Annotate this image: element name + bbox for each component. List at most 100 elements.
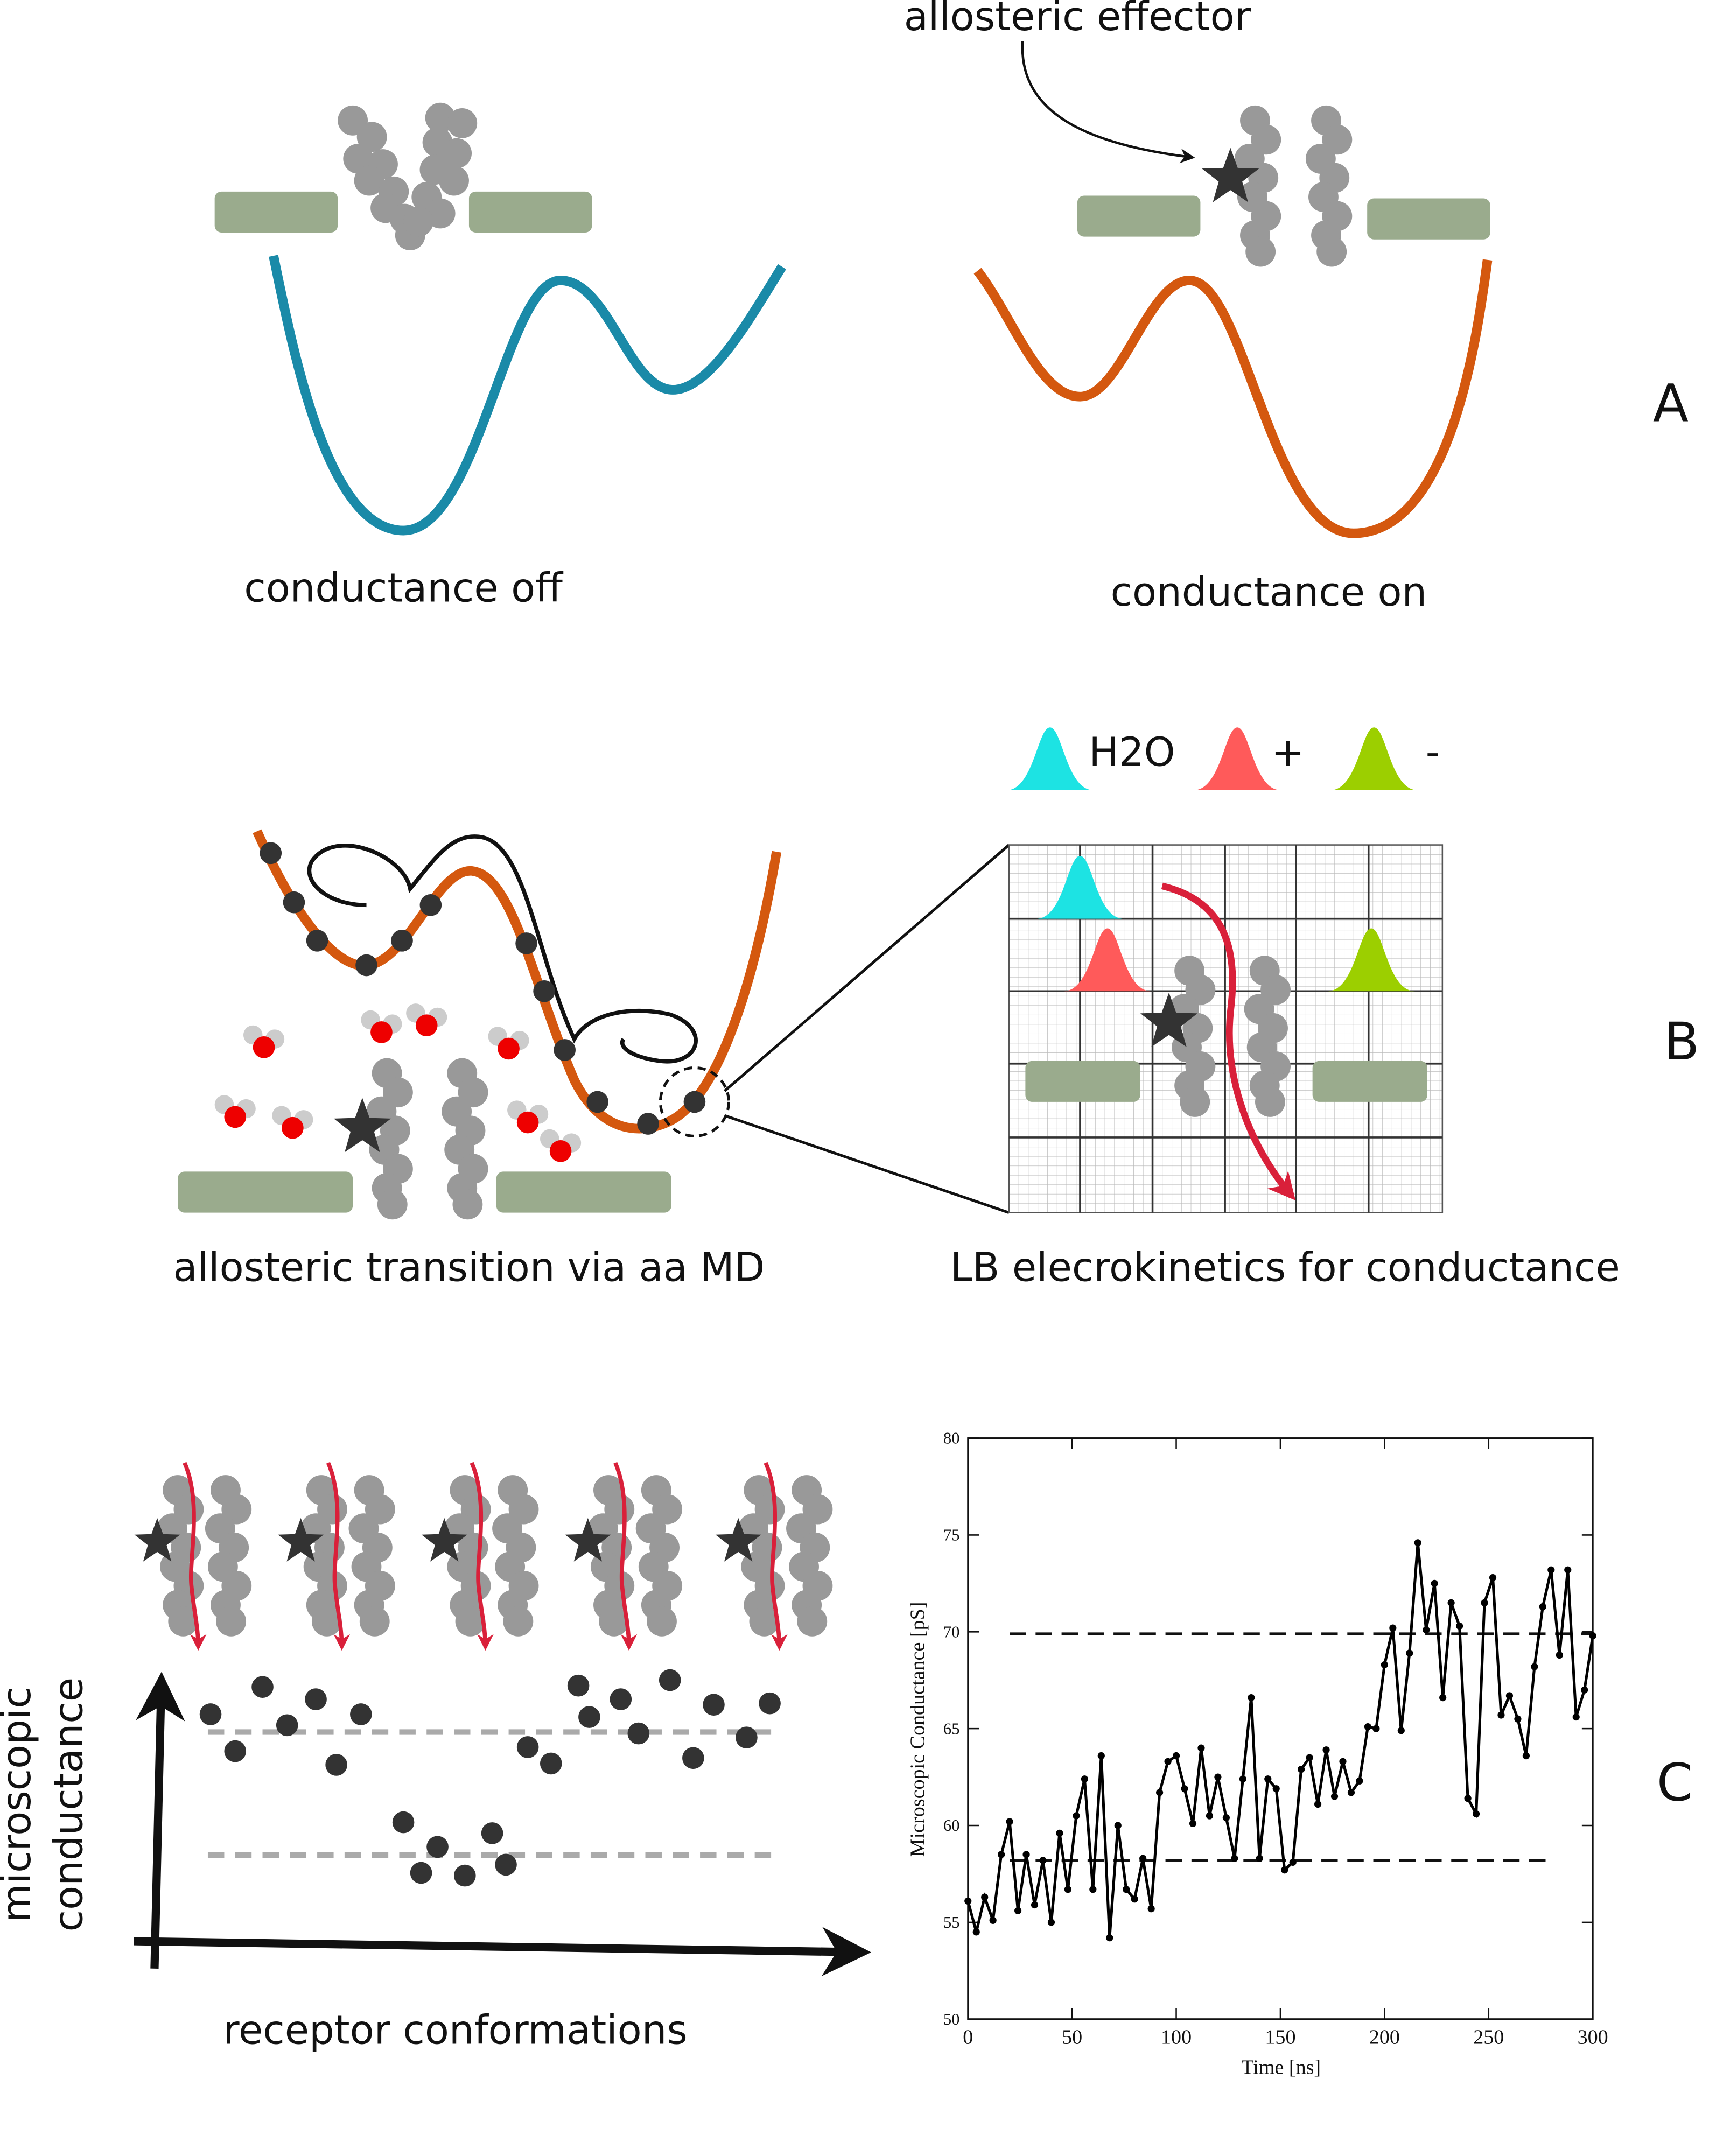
protein-helix xyxy=(205,1475,252,1637)
conformation-points xyxy=(199,1669,781,1887)
point xyxy=(1147,1905,1155,1913)
point xyxy=(1172,1752,1180,1760)
point xyxy=(1131,1895,1138,1903)
x-tick-label: 150 xyxy=(1265,2026,1295,2048)
point xyxy=(1306,1754,1313,1761)
ion-flow xyxy=(613,1462,638,1651)
membrane xyxy=(214,191,338,233)
point xyxy=(1356,1777,1363,1785)
point xyxy=(1522,1752,1530,1760)
point xyxy=(1164,1758,1172,1765)
point xyxy=(1330,1793,1339,1800)
protein-closed xyxy=(338,102,478,251)
membrane xyxy=(1367,198,1490,240)
effector-label: allosteric effector xyxy=(904,0,1251,40)
point xyxy=(1181,1785,1188,1793)
point xyxy=(1239,1775,1246,1783)
point xyxy=(1006,1818,1013,1825)
point xyxy=(1564,1566,1572,1574)
x-axis-label: Time [ns] xyxy=(1241,2056,1321,2078)
point xyxy=(1556,1651,1563,1659)
legend-item: H2O xyxy=(1089,729,1175,775)
point xyxy=(1281,1866,1288,1874)
protein-helix xyxy=(786,1475,833,1637)
protein-helix xyxy=(1305,105,1353,267)
y-tick-label: 80 xyxy=(943,1429,959,1448)
point xyxy=(1231,1855,1238,1862)
panel-label: A xyxy=(1653,373,1689,433)
legend-swatch xyxy=(1330,727,1418,790)
caption-lb: LB elecrokinetics for conductance xyxy=(950,1245,1620,1291)
point xyxy=(1489,1574,1497,1582)
x-tick-label: 200 xyxy=(1369,2026,1400,2048)
y-tick-label: 70 xyxy=(943,1623,959,1641)
plot-frame xyxy=(967,1437,1594,2020)
panel-label: C xyxy=(1657,1752,1693,1813)
ion-flow xyxy=(470,1462,494,1651)
protein-helix xyxy=(348,1475,395,1637)
caption-off: conductance off xyxy=(244,566,564,612)
point xyxy=(1214,1773,1222,1781)
x-tick-label: 100 xyxy=(1161,2026,1192,2048)
point xyxy=(1472,1810,1480,1818)
point xyxy=(1589,1632,1596,1640)
protein-helix xyxy=(492,1475,539,1637)
lattice-lines xyxy=(1008,845,1442,1213)
point xyxy=(1431,1579,1438,1587)
y-tick-label: 75 xyxy=(943,1526,959,1544)
point xyxy=(1197,1744,1205,1752)
point xyxy=(1364,1723,1372,1731)
point xyxy=(1456,1622,1463,1630)
point xyxy=(1406,1649,1413,1657)
ion-flow xyxy=(183,1462,207,1651)
caption-md: allosteric transition via aa MD xyxy=(173,1245,765,1291)
energy-curve-on xyxy=(973,259,1493,538)
zoom-lines xyxy=(724,844,1010,1214)
panel-label: B xyxy=(1664,1011,1699,1072)
point xyxy=(998,1851,1005,1858)
protein-helix xyxy=(635,1475,683,1637)
point xyxy=(1531,1663,1538,1670)
point xyxy=(1097,1752,1105,1760)
point xyxy=(1039,1857,1047,1864)
x-tick-label: 50 xyxy=(1062,2026,1082,2048)
panel-a: allosteric effector conductance off cond… xyxy=(214,0,1689,615)
point xyxy=(1347,1789,1355,1796)
point xyxy=(964,1897,972,1905)
point xyxy=(1073,1812,1080,1820)
point xyxy=(1123,1886,1130,1893)
x-axis-caption: receptor conformations xyxy=(223,2007,687,2053)
y-axis-label: Microscopic Conductance [pS] xyxy=(906,1602,929,1857)
y-tick-label: 55 xyxy=(943,1913,959,1932)
membrane xyxy=(468,191,592,233)
point xyxy=(1572,1713,1580,1721)
point xyxy=(1372,1725,1380,1732)
caption-on: conductance on xyxy=(1111,570,1427,615)
point xyxy=(1539,1603,1546,1611)
point xyxy=(1189,1820,1197,1828)
energy-curve-off xyxy=(269,255,786,536)
legend-swatch xyxy=(1006,727,1094,790)
membrane xyxy=(1025,1061,1140,1102)
point xyxy=(1031,1901,1039,1909)
point xyxy=(1014,1907,1022,1914)
y-tick-label: 65 xyxy=(943,1719,959,1738)
point xyxy=(1423,1626,1430,1634)
point xyxy=(1206,1812,1214,1820)
series-line xyxy=(966,1542,1594,1938)
md-frames xyxy=(260,842,706,1135)
point xyxy=(1222,1814,1230,1822)
point xyxy=(1547,1566,1555,1574)
point xyxy=(1056,1829,1063,1837)
point xyxy=(1464,1795,1472,1802)
point xyxy=(1397,1727,1405,1734)
point xyxy=(1439,1694,1447,1702)
membrane xyxy=(178,1171,353,1213)
point xyxy=(1064,1886,1072,1893)
point xyxy=(1581,1686,1588,1694)
point xyxy=(1298,1766,1305,1773)
point xyxy=(1089,1886,1097,1893)
x-arrow xyxy=(134,1927,871,1976)
point xyxy=(1264,1775,1272,1783)
